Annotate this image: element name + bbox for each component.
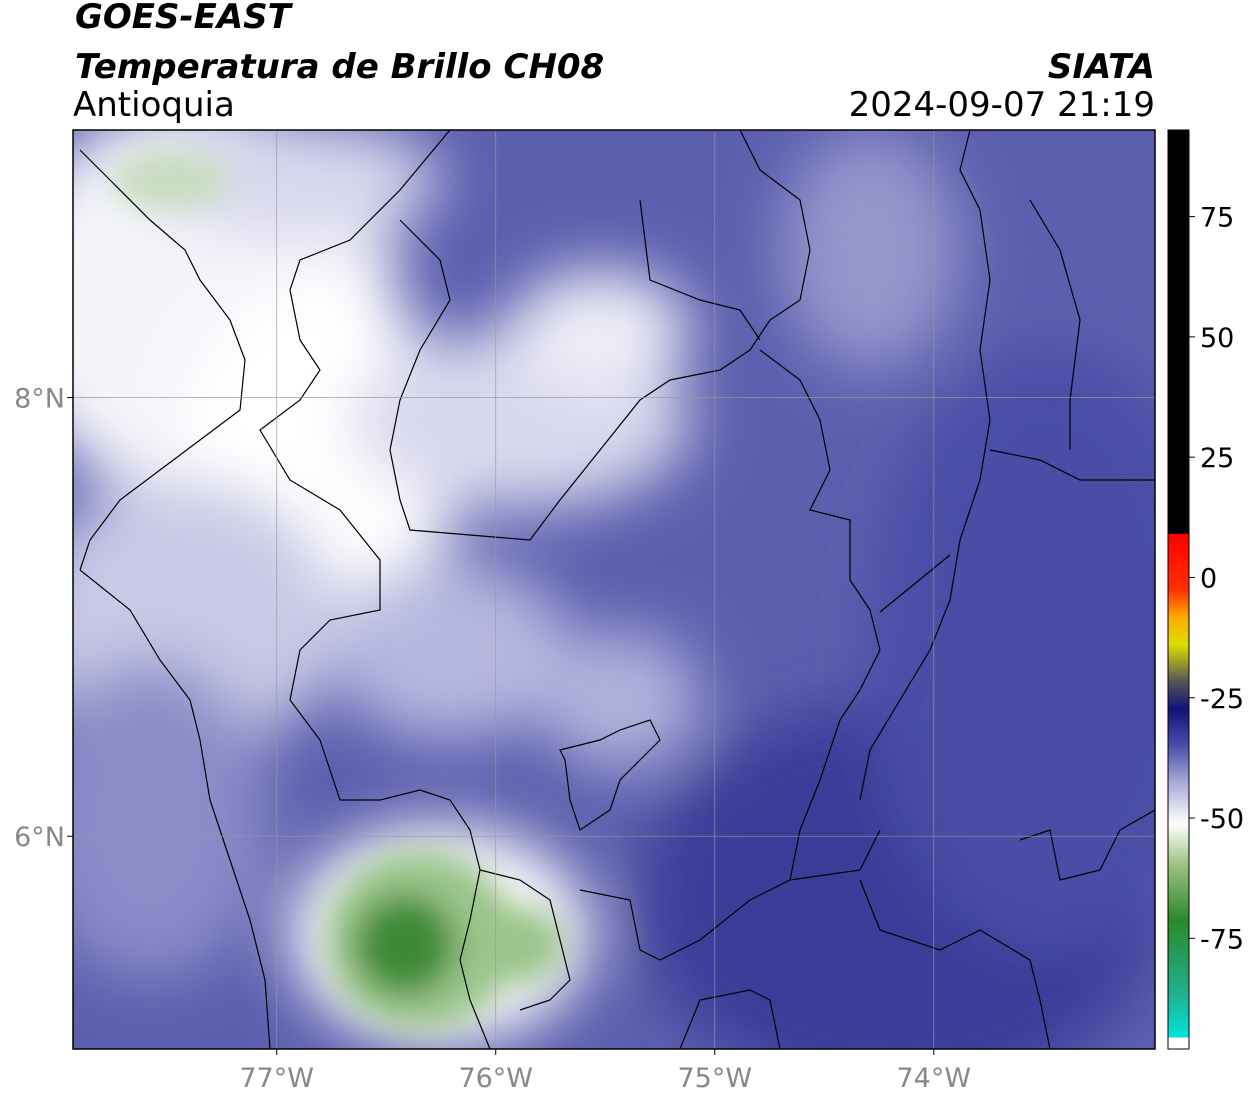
- x-tick-label: 77°W: [239, 1063, 314, 1094]
- subtitle: Temperatura de Brillo CH08: [75, 47, 604, 87]
- colorbar-tick-label: 25: [1200, 443, 1234, 474]
- x-tick-label: 76°W: [458, 1063, 533, 1094]
- source: SIATA: [1048, 47, 1155, 87]
- colorbar-tick-label: -25: [1200, 684, 1244, 715]
- region: Antioquia: [73, 85, 235, 125]
- map-frame: [72, 129, 1156, 1050]
- colorbar-tick-label: 0: [1200, 563, 1217, 594]
- x-tick-label: 75°W: [677, 1063, 752, 1094]
- colorbar-tick-label: -75: [1200, 924, 1244, 955]
- colorbar-tick-label: 50: [1200, 323, 1234, 354]
- borders: [79, 130, 1155, 1049]
- colorbar-tick-label: -50: [1200, 804, 1244, 835]
- satellite-image: [73, 130, 1155, 1049]
- colorbar-tick-label: 75: [1200, 203, 1234, 234]
- x-tick-label: 74°W: [897, 1063, 972, 1094]
- y-tick-label: 6°N: [14, 822, 65, 853]
- title: GOES-EAST: [75, 0, 294, 37]
- grid: [73, 130, 1155, 1049]
- colorbar: [1167, 129, 1190, 1050]
- y-tick-label: 8°N: [14, 384, 65, 415]
- timestamp: 2024-09-07 21:19: [849, 85, 1155, 125]
